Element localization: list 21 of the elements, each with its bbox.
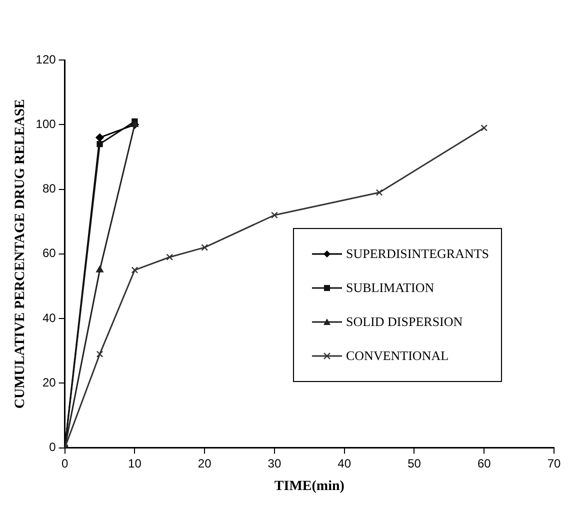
x-axis-title: TIME(min) xyxy=(274,479,345,494)
legend-label: SOLID DISPERSION xyxy=(346,314,463,330)
x-tick-label: 40 xyxy=(338,456,352,470)
y-axis-title: CUMULATIVE PERCENTAGE DRUG RELEASE xyxy=(13,99,28,409)
x-tick-label: 70 xyxy=(547,456,561,470)
legend-label: SUBLIMATION xyxy=(346,280,434,296)
y-tick-label: 120 xyxy=(36,52,56,66)
y-tick-label: 80 xyxy=(42,182,56,196)
x-tick-label: 10 xyxy=(128,456,142,470)
y-tick-label: 20 xyxy=(42,375,56,390)
y-tick-label: 0 xyxy=(49,440,56,454)
x-tick-label: 20 xyxy=(198,456,212,470)
y-tick-label: 100 xyxy=(36,116,56,131)
y-tick-label: 40 xyxy=(42,310,56,325)
x-tick-label: 0 xyxy=(61,456,68,470)
legend-label: SUPERDISINTEGRANTS xyxy=(346,246,490,262)
x-tick-label: 60 xyxy=(477,456,492,470)
y-tick-label: 60 xyxy=(42,246,56,260)
x-tick-label: 30 xyxy=(268,456,282,470)
legend-label: CONVENTIONAL xyxy=(346,348,449,364)
x-tick-label: 50 xyxy=(408,456,422,470)
